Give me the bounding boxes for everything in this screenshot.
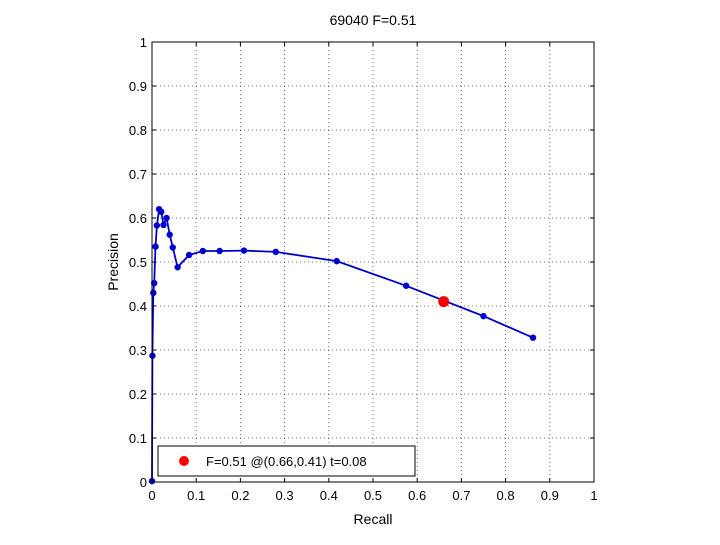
series-line: [151, 208, 534, 482]
series-point: [333, 257, 340, 265]
series-point: [402, 282, 410, 289]
series-point: [153, 222, 161, 229]
x-tick-label: 0.2: [231, 488, 249, 503]
series-point: [529, 334, 537, 341]
x-tick-label: 0.4: [320, 488, 338, 503]
series-point: [272, 248, 279, 256]
y-tick-label: 0.4: [129, 299, 147, 314]
legend-label: F=0.51 @(0.66,0.41) t=0.08: [206, 454, 367, 469]
series-point: [163, 214, 170, 222]
y-tick-label: 0.5: [129, 255, 147, 270]
x-tick-label: 0.1: [187, 488, 205, 503]
axis-ticks: 0 0.1 0.2 0.3 0.4 0.5 0.6 0.7 0.8 0.9 1 0 0.1 0.2 0.3 0…: [129, 35, 598, 503]
series-point: [480, 312, 487, 320]
y-axis-label: Precision: [105, 233, 121, 291]
series-point: [199, 247, 207, 255]
series-point: [155, 206, 163, 213]
series-point: [169, 244, 176, 251]
y-tick-label: 0.1: [129, 431, 147, 446]
series-point: [185, 251, 193, 259]
y-tick-label: 0.3: [129, 343, 147, 358]
legend-marker: [179, 456, 189, 466]
legend: F=0.51 @(0.66,0.41) t=0.08: [157, 445, 416, 477]
x-tick-label: 0.3: [276, 488, 294, 503]
legend-box: [157, 445, 416, 477]
series-point: [150, 289, 157, 296]
x-tick-label: 0.8: [497, 488, 515, 503]
series-point: [216, 247, 223, 255]
y-tick-label: 0.9: [129, 79, 147, 94]
series-point: [174, 264, 181, 271]
x-tick-label: 0: [148, 488, 155, 503]
y-tick-label: 1: [140, 35, 147, 50]
best-f-point: [438, 296, 450, 308]
chart-title: 69040 F=0.51: [330, 12, 417, 28]
y-tick-label: 0.2: [129, 387, 147, 402]
series-point: [151, 279, 158, 287]
series-point: [160, 221, 167, 229]
x-tick-label: 0.6: [408, 488, 426, 503]
grid: [152, 42, 594, 482]
y-tick-label: 0: [140, 475, 147, 490]
y-tick-label: 0.6: [129, 211, 147, 226]
highlight-layer: [438, 296, 450, 308]
series-point: [240, 247, 248, 254]
x-tick-label: 1: [590, 488, 597, 503]
y-tick-label: 0.7: [129, 167, 147, 182]
series-point: [152, 243, 159, 250]
x-tick-label: 0.9: [541, 488, 559, 503]
series-point: [166, 231, 173, 238]
x-tick-label: 0.7: [452, 488, 470, 503]
x-axis-label: Recall: [354, 511, 393, 527]
x-tick-label: 0.5: [364, 488, 382, 503]
plot-frame: [151, 41, 595, 483]
y-tick-label: 0.8: [129, 123, 147, 138]
